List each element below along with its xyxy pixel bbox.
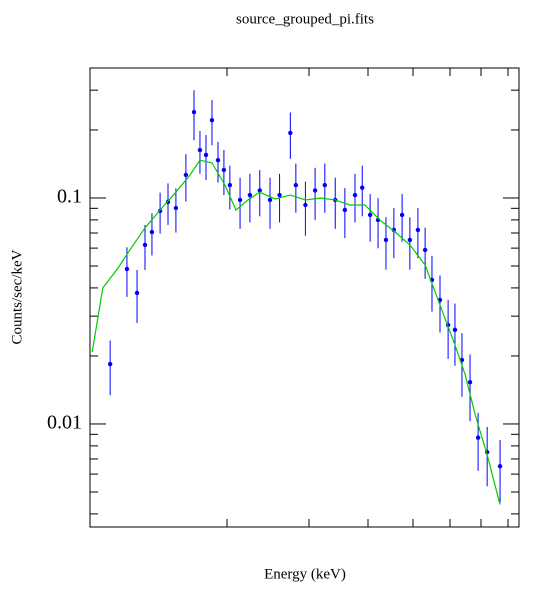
- data-point: [173, 205, 179, 211]
- chart-title: source_grouped_pi.fits: [236, 11, 374, 27]
- data-point: [415, 227, 421, 233]
- data-point: [399, 212, 405, 218]
- data-point: [293, 182, 299, 188]
- x-axis-label: Energy (keV): [264, 566, 346, 582]
- data-point: [124, 266, 130, 272]
- data-point: [227, 182, 233, 188]
- data-point: [497, 464, 503, 469]
- data-point: [422, 247, 428, 253]
- data-point: [247, 192, 253, 198]
- data-point: [209, 117, 215, 123]
- data-point: [191, 109, 197, 115]
- data-point: [407, 237, 413, 243]
- data-point: [367, 212, 373, 218]
- y-tick-label: 0.1: [57, 186, 82, 208]
- y-tick-label: 0.01: [47, 412, 82, 434]
- data-point: [288, 130, 293, 136]
- data-point: [197, 147, 203, 153]
- plot-frame: [89, 67, 520, 528]
- data-point: [467, 380, 473, 385]
- data-point: [277, 192, 282, 198]
- data-point: [134, 290, 140, 296]
- x-axis-ticks: [226, 68, 509, 527]
- data-point: [267, 197, 273, 203]
- data-point: [342, 207, 348, 213]
- data-point: [257, 188, 262, 193]
- data-point: [149, 229, 155, 235]
- data-point: [312, 188, 318, 193]
- data-point: [352, 192, 358, 198]
- data-point: [322, 182, 328, 188]
- data-point: [237, 197, 243, 203]
- data-point: [452, 327, 458, 333]
- data-point: [107, 361, 113, 367]
- model-line: [91, 159, 501, 505]
- data-point: [360, 185, 365, 190]
- data-point: [142, 242, 148, 248]
- data-point: [303, 202, 308, 208]
- y-axis-label: Counts/sec/keV: [9, 249, 25, 344]
- data-point: [215, 157, 221, 163]
- data-point: [183, 172, 189, 178]
- data-point: [383, 237, 389, 243]
- data-point: [475, 435, 481, 440]
- data-point: [203, 152, 209, 158]
- data-point: [391, 227, 397, 233]
- data-point: [221, 167, 227, 173]
